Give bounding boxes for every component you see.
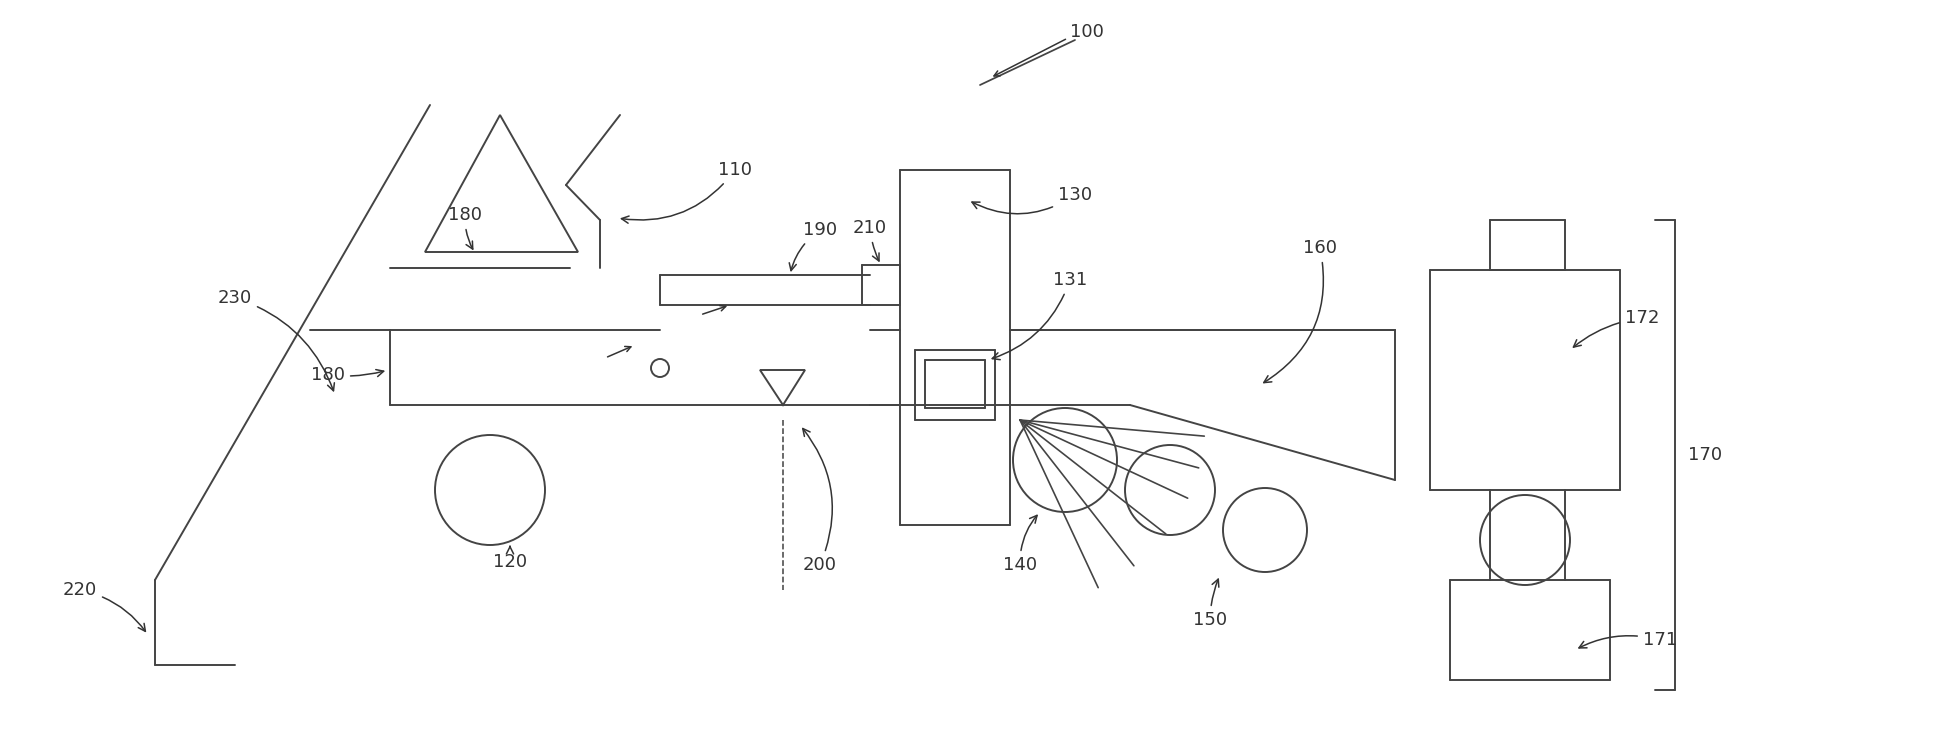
Text: 200: 200 (804, 429, 837, 574)
Text: 131: 131 (993, 271, 1087, 359)
Text: 160: 160 (1263, 239, 1337, 383)
Text: 180: 180 (448, 206, 483, 249)
Text: 220: 220 (63, 581, 145, 632)
Text: 130: 130 (972, 186, 1093, 214)
Text: 120: 120 (493, 547, 528, 571)
Text: 171: 171 (1580, 631, 1677, 649)
Text: 150: 150 (1193, 579, 1228, 629)
Text: 140: 140 (1003, 515, 1036, 574)
Text: 180: 180 (311, 366, 383, 384)
Text: 172: 172 (1574, 309, 1660, 347)
Text: 210: 210 (852, 219, 888, 261)
Text: 100: 100 (1069, 23, 1105, 41)
Text: 110: 110 (622, 161, 753, 223)
Text: 230: 230 (217, 289, 334, 391)
Text: 190: 190 (790, 221, 837, 271)
Text: 170: 170 (1687, 446, 1722, 464)
